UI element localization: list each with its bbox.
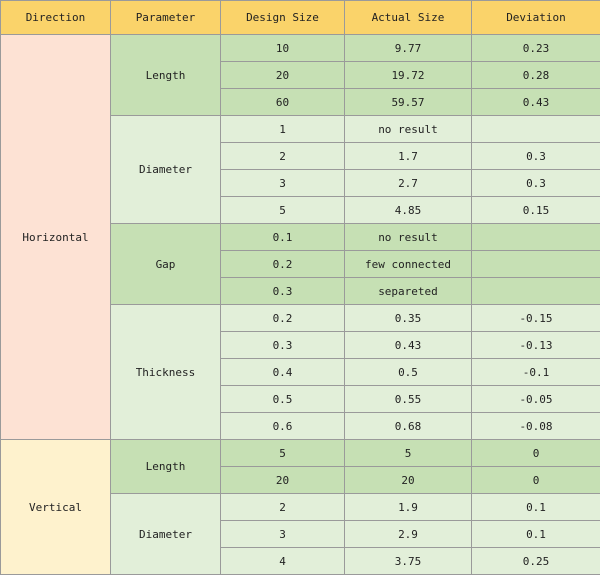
deviation-cell: -0.08 bbox=[472, 413, 600, 440]
direction-cell-horizontal: Horizontal bbox=[1, 35, 111, 440]
direction-cell-vertical: Vertical bbox=[1, 440, 111, 575]
header-row: Direction Parameter Design Size Actual S… bbox=[1, 1, 600, 35]
parameter-cell: Length bbox=[111, 440, 221, 494]
deviation-cell: 0 bbox=[472, 440, 600, 467]
design-size-cell: 0.3 bbox=[221, 278, 345, 305]
actual-size-cell: no result bbox=[345, 116, 472, 143]
parameter-cell: Length bbox=[111, 35, 221, 116]
design-size-cell: 1 bbox=[221, 116, 345, 143]
design-size-cell: 0.5 bbox=[221, 386, 345, 413]
actual-size-cell: 2.7 bbox=[345, 170, 472, 197]
deviation-cell: 0 bbox=[472, 467, 600, 494]
design-size-cell: 20 bbox=[221, 467, 345, 494]
actual-size-cell: 5 bbox=[345, 440, 472, 467]
actual-size-cell: 59.57 bbox=[345, 89, 472, 116]
deviation-cell bbox=[472, 251, 600, 278]
parameter-cell: Diameter bbox=[111, 116, 221, 224]
actual-size-cell: 20 bbox=[345, 467, 472, 494]
table-row: Vertical Length 5 5 0 bbox=[1, 440, 600, 467]
deviation-cell: 0.43 bbox=[472, 89, 600, 116]
design-size-cell: 0.4 bbox=[221, 359, 345, 386]
parameter-cell: Gap bbox=[111, 224, 221, 305]
actual-size-cell: 0.68 bbox=[345, 413, 472, 440]
deviation-cell bbox=[472, 116, 600, 143]
design-size-cell: 2 bbox=[221, 143, 345, 170]
deviation-cell: -0.05 bbox=[472, 386, 600, 413]
parameter-cell: Thickness bbox=[111, 305, 221, 440]
actual-size-cell: 1.9 bbox=[345, 494, 472, 521]
actual-size-cell: 0.43 bbox=[345, 332, 472, 359]
actual-size-cell: 0.35 bbox=[345, 305, 472, 332]
design-size-cell: 5 bbox=[221, 440, 345, 467]
header-design-size: Design Size bbox=[221, 1, 345, 35]
deviation-cell bbox=[472, 224, 600, 251]
actual-size-cell: 2.9 bbox=[345, 521, 472, 548]
deviation-cell: -0.13 bbox=[472, 332, 600, 359]
table-row: Horizontal Length 10 9.77 0.23 bbox=[1, 35, 600, 62]
deviation-cell: 0.25 bbox=[472, 548, 600, 575]
design-size-cell: 0.6 bbox=[221, 413, 345, 440]
actual-size-cell: 9.77 bbox=[345, 35, 472, 62]
deviation-cell bbox=[472, 278, 600, 305]
actual-size-cell: few connected bbox=[345, 251, 472, 278]
header-direction: Direction bbox=[1, 1, 111, 35]
parameter-cell: Diameter bbox=[111, 494, 221, 575]
design-size-cell: 0.2 bbox=[221, 305, 345, 332]
design-size-cell: 0.2 bbox=[221, 251, 345, 278]
deviation-cell: 0.3 bbox=[472, 170, 600, 197]
deviation-cell: 0.28 bbox=[472, 62, 600, 89]
header-deviation: Deviation bbox=[472, 1, 600, 35]
actual-size-cell: 4.85 bbox=[345, 197, 472, 224]
design-size-cell: 3 bbox=[221, 521, 345, 548]
design-size-cell: 3 bbox=[221, 170, 345, 197]
deviation-cell: 0.1 bbox=[472, 494, 600, 521]
actual-size-cell: 0.5 bbox=[345, 359, 472, 386]
design-size-cell: 60 bbox=[221, 89, 345, 116]
design-size-cell: 0.3 bbox=[221, 332, 345, 359]
design-size-cell: 0.1 bbox=[221, 224, 345, 251]
design-size-cell: 4 bbox=[221, 548, 345, 575]
design-size-cell: 5 bbox=[221, 197, 345, 224]
actual-size-cell: 0.55 bbox=[345, 386, 472, 413]
header-actual-size: Actual Size bbox=[345, 1, 472, 35]
deviation-cell: 0.15 bbox=[472, 197, 600, 224]
deviation-cell: 0.3 bbox=[472, 143, 600, 170]
design-size-cell: 20 bbox=[221, 62, 345, 89]
design-size-cell: 2 bbox=[221, 494, 345, 521]
actual-size-cell: 3.75 bbox=[345, 548, 472, 575]
header-parameter: Parameter bbox=[111, 1, 221, 35]
actual-size-cell: separeted bbox=[345, 278, 472, 305]
design-size-cell: 10 bbox=[221, 35, 345, 62]
deviation-cell: 0.1 bbox=[472, 521, 600, 548]
actual-size-cell: 19.72 bbox=[345, 62, 472, 89]
deviation-cell: -0.15 bbox=[472, 305, 600, 332]
actual-size-cell: 1.7 bbox=[345, 143, 472, 170]
deviation-cell: -0.1 bbox=[472, 359, 600, 386]
actual-size-cell: no result bbox=[345, 224, 472, 251]
deviation-cell: 0.23 bbox=[472, 35, 600, 62]
